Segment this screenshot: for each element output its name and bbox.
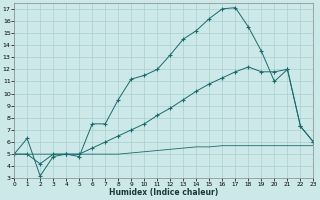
X-axis label: Humidex (Indice chaleur): Humidex (Indice chaleur) xyxy=(109,188,219,197)
